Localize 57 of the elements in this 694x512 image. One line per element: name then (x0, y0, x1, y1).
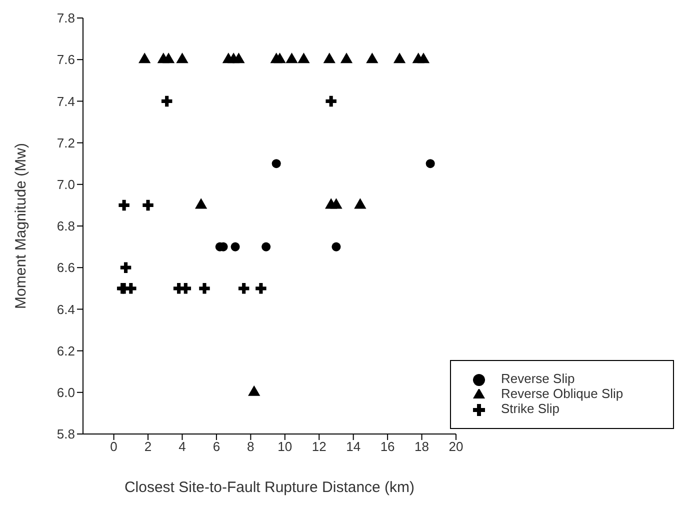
y-axis-title: Moment Magnitude (Mw) (12, 143, 30, 309)
point (232, 52, 245, 64)
point (286, 52, 298, 64)
point (138, 52, 151, 64)
y-tick-label: 7.6 (56, 52, 75, 68)
legend-label: Reverse Slip (501, 371, 575, 386)
point (272, 159, 281, 168)
legend-label: Strike Slip (501, 401, 560, 416)
legend-label: Reverse Oblique Slip (501, 386, 624, 401)
point (118, 200, 130, 211)
point (323, 52, 336, 64)
point (161, 96, 172, 107)
point (238, 283, 250, 294)
y-tick-label: 6.2 (56, 343, 75, 358)
x-tick-label: 20 (448, 439, 464, 454)
point (194, 198, 208, 209)
point (180, 283, 192, 294)
point (393, 52, 406, 64)
point (366, 52, 378, 64)
point (426, 159, 435, 168)
y-tick-label: 6.6 (56, 260, 75, 276)
point (126, 283, 136, 294)
x-tick-label: 12 (312, 439, 326, 454)
point (330, 198, 342, 209)
point (256, 283, 266, 294)
x-tick-label: 4 (178, 439, 186, 454)
point (354, 198, 366, 209)
y-tick-label: 6.4 (56, 302, 75, 317)
point (262, 242, 271, 252)
x-tick-label: 10 (278, 439, 292, 454)
point (199, 283, 210, 294)
x-tick-label: 18 (414, 439, 430, 454)
point (340, 52, 353, 64)
y-tick-label: 6.0 (56, 385, 75, 400)
y-tick-label: 7.0 (56, 177, 75, 192)
x-tick-label: 2 (144, 439, 152, 454)
x-tick-label: 0 (110, 439, 118, 454)
x-tick-label: 6 (212, 439, 220, 454)
x-tick-label: 8 (247, 439, 254, 454)
x-axis-title: Closest Site-to-Fault Rupture Distance (km) (124, 479, 415, 496)
point (176, 52, 188, 64)
point (326, 96, 336, 107)
y-tick-label: 7.4 (56, 94, 75, 109)
point (230, 242, 240, 252)
y-tick-label: 6.8 (56, 218, 75, 234)
y-tick-label: 7.8 (56, 10, 75, 26)
point (162, 52, 175, 64)
x-tick-label: 14 (346, 439, 361, 454)
y-tick-label: 7.2 (56, 135, 75, 150)
point (274, 52, 286, 64)
point (417, 52, 430, 64)
point (142, 200, 154, 211)
point (332, 242, 341, 252)
x-tick-label: 16 (380, 439, 395, 454)
y-tick-label: 5.8 (56, 426, 75, 442)
point (298, 52, 310, 64)
point (120, 262, 132, 273)
